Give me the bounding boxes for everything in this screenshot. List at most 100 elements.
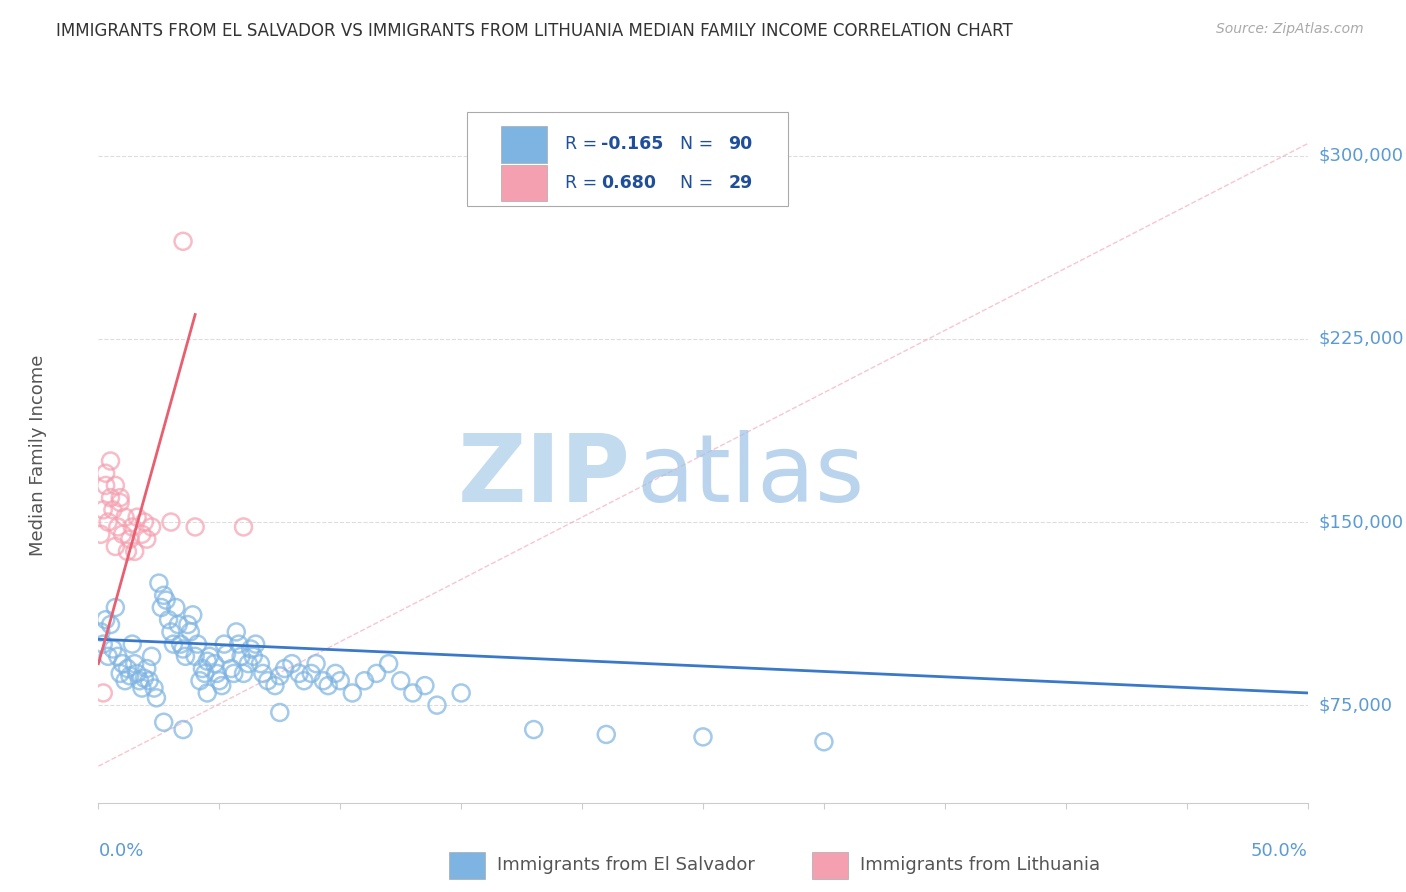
Point [191,661,214,675]
Text: N =: N = [681,136,718,153]
Point [135,661,157,675]
Point [138,673,160,688]
Point [135,532,157,546]
Point [187,637,209,651]
Point [131,681,153,695]
Point [389,673,412,688]
Point [134,671,156,685]
Point [128,673,150,688]
Point [107,520,129,534]
Point [167,617,190,632]
Point [256,673,278,688]
Point [523,723,546,737]
Point [215,647,238,661]
FancyBboxPatch shape [467,112,787,206]
Point [692,730,714,744]
Point [152,715,174,730]
Point [264,679,287,693]
Point [305,657,328,671]
Point [101,503,124,517]
Point [108,666,131,681]
Point [150,600,173,615]
Point [229,649,252,664]
Text: $150,000: $150,000 [1319,513,1403,531]
Point [104,478,127,492]
Point [141,649,163,664]
Point [595,727,617,741]
Point [188,673,211,688]
Point [145,690,167,705]
Point [100,617,122,632]
Point [450,686,472,700]
Point [342,686,364,700]
Text: 29: 29 [728,174,752,192]
Text: Immigrants from El Salvador: Immigrants from El Salvador [498,856,755,874]
Point [194,666,217,681]
Point [238,657,260,671]
Point [184,649,207,664]
Point [195,686,218,700]
Text: $225,000: $225,000 [1319,330,1405,348]
Point [160,515,183,529]
Text: R =: R = [565,174,603,192]
Point [111,657,134,671]
Point [108,495,131,509]
Point [402,686,425,700]
Point [172,642,194,657]
Point [104,540,127,554]
Point [127,666,149,681]
FancyBboxPatch shape [811,852,848,880]
Point [228,637,250,651]
Point [169,637,191,651]
Point [124,657,146,671]
Point [155,593,177,607]
Point [152,588,174,602]
Point [329,673,352,688]
Text: -0.165: -0.165 [602,136,664,153]
Text: 0.0%: 0.0% [98,842,143,860]
Point [273,661,295,675]
Point [97,515,120,529]
Point [118,532,141,546]
Point [252,666,274,681]
Point [111,527,134,541]
Point [174,649,197,664]
Point [426,698,449,713]
Point [160,624,183,639]
Point [325,666,347,681]
Point [134,515,156,529]
Point [131,527,153,541]
Text: IMMIGRANTS FROM EL SALVADOR VS IMMIGRANTS FROM LITHUANIA MEDIAN FAMILY INCOME CO: IMMIGRANTS FROM EL SALVADOR VS IMMIGRANT… [56,22,1012,40]
FancyBboxPatch shape [501,165,547,201]
Point [94,467,117,481]
Point [114,510,136,524]
Point [100,454,122,468]
Point [100,491,122,505]
Point [91,503,114,517]
Point [195,654,218,668]
Point [205,666,228,681]
Text: ZIP: ZIP [457,430,630,522]
Point [121,520,143,534]
Text: 50.0%: 50.0% [1251,842,1308,860]
Point [172,235,194,249]
Point [242,649,264,664]
Point [91,637,114,651]
Point [108,491,131,505]
Point [121,637,143,651]
Point [184,520,207,534]
Point [97,649,120,664]
Text: Median Family Income: Median Family Income [30,354,46,556]
Point [245,637,267,651]
Point [269,706,291,720]
Text: $300,000: $300,000 [1319,147,1403,165]
Point [114,673,136,688]
Point [204,657,226,671]
Point [179,624,201,639]
Point [90,624,112,639]
Point [292,673,315,688]
Point [212,637,235,651]
Point [299,666,322,681]
Point [101,642,124,657]
Point [316,679,339,693]
